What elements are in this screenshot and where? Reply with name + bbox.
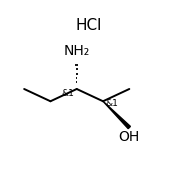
Text: &1: &1 bbox=[61, 89, 74, 98]
Text: OH: OH bbox=[119, 130, 140, 144]
Text: &1: &1 bbox=[106, 99, 119, 108]
Polygon shape bbox=[103, 101, 130, 129]
Text: HCl: HCl bbox=[76, 18, 102, 33]
Text: NH₂: NH₂ bbox=[64, 44, 90, 58]
